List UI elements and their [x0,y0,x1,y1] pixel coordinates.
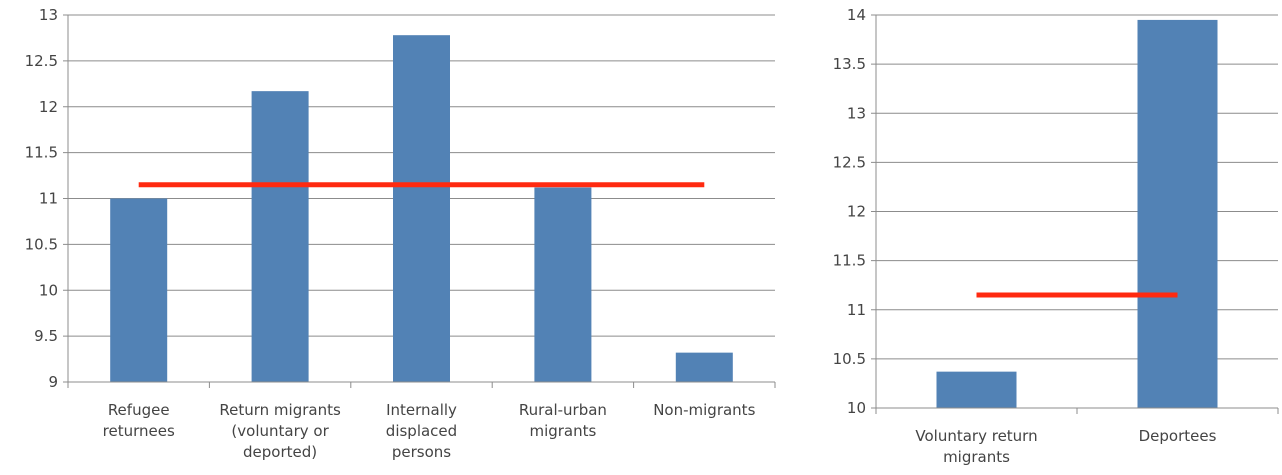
y-tick-label: 11 [847,300,866,318]
y-tick-label: 9.5 [34,327,58,345]
y-tick-label: 10 [39,281,58,299]
x-tick-label: Internally displaced persons [386,401,457,461]
x-tick-label: Non-migrants [653,401,755,419]
x-tick-label: Voluntary return migrants [915,427,1037,466]
y-tick-label: 13 [39,6,58,24]
y-tick-label: 10.5 [25,235,58,253]
bar [1137,19,1218,408]
y-tick-label: 11.5 [833,251,866,269]
x-tick-label: Return migrants (voluntary or deported) [219,401,341,461]
y-tick-label: 12.5 [25,51,58,69]
y-tick-label: 12 [39,97,58,115]
bar [675,352,733,382]
y-tick-label: 11 [39,189,58,207]
x-tick-label: Refugee returnees [103,401,175,440]
bar [251,91,309,382]
y-tick-label: 13 [847,104,866,122]
x-tick-label: Deportees [1139,427,1217,445]
y-tick-label: 10.5 [833,349,866,367]
y-tick-label: 13.5 [833,55,866,73]
bar [936,371,1017,408]
y-tick-label: 10 [847,399,866,417]
x-tick-label: Rural-urban migrants [519,401,607,440]
bar [393,35,450,383]
y-tick-label: 12 [847,202,866,220]
bar [110,198,168,382]
bar [534,187,592,382]
y-tick-label: 12.5 [833,153,866,171]
y-tick-label: 11.5 [25,143,58,161]
y-tick-label: 9 [48,373,58,391]
y-tick-label: 14 [847,6,866,24]
